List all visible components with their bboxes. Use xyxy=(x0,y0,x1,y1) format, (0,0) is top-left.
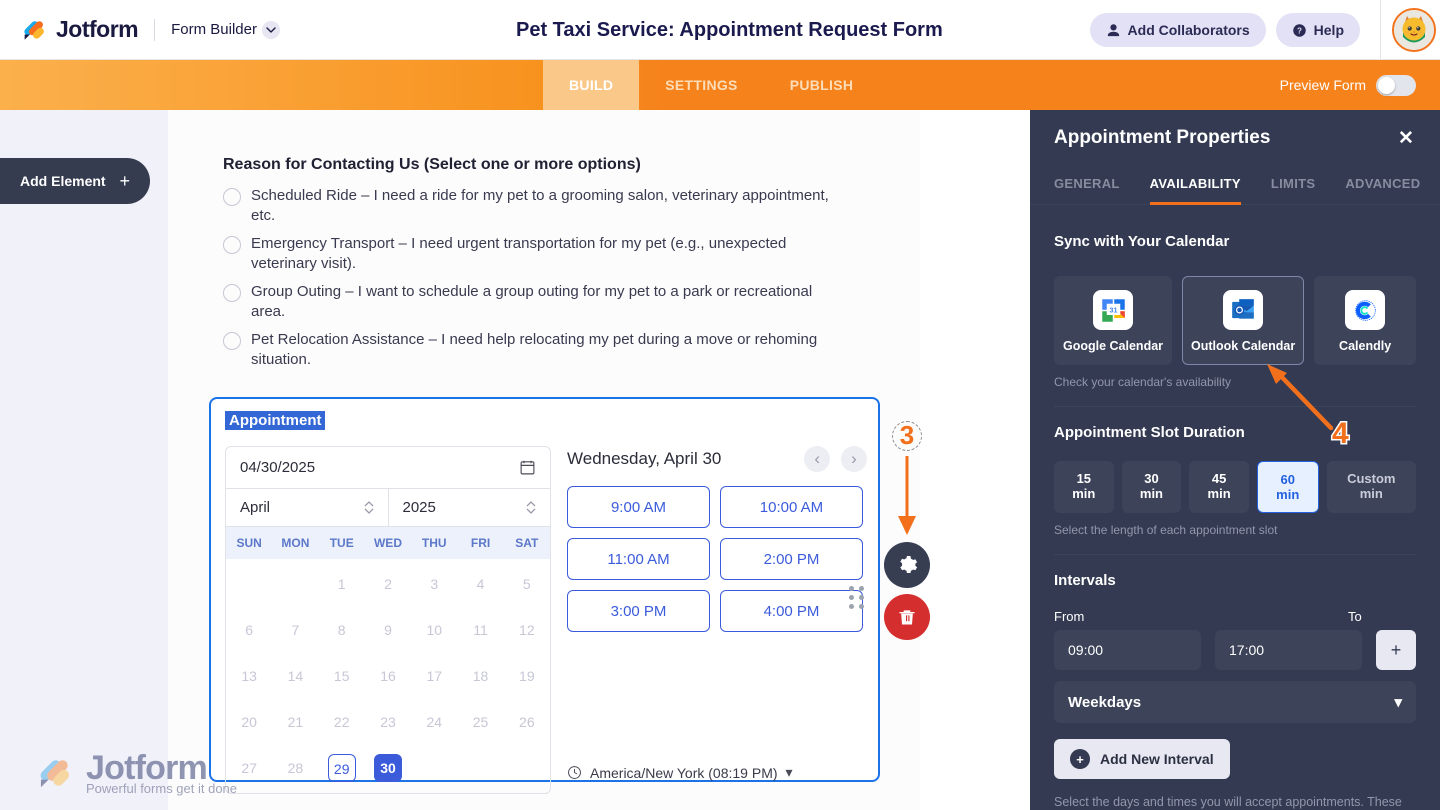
svg-text:31: 31 xyxy=(1109,306,1117,314)
svg-text:?: ? xyxy=(1297,26,1302,35)
